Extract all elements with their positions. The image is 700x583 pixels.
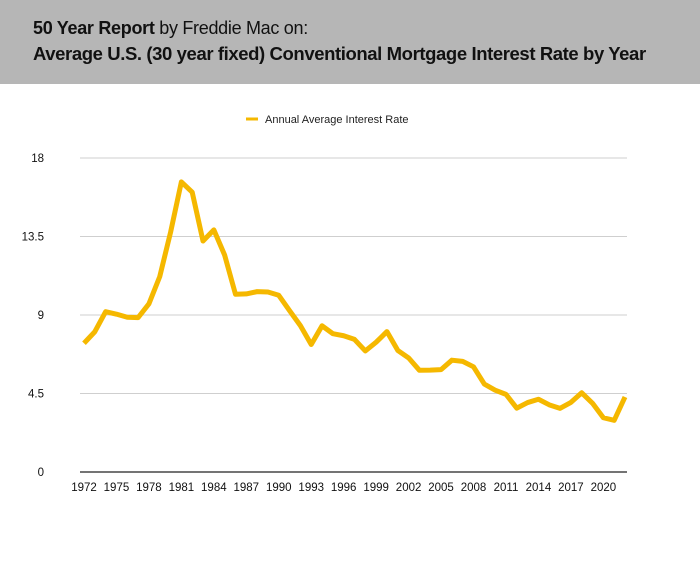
report-title: 50 Year Report by Freddie Mac on: bbox=[33, 18, 308, 39]
report-title-rest: by Freddie Mac on: bbox=[154, 18, 308, 38]
x-tick-label: 1975 bbox=[104, 482, 130, 494]
report-title-bold: 50 Year Report bbox=[33, 18, 155, 38]
y-tick-label: 9 bbox=[38, 310, 44, 322]
x-tick-label: 2011 bbox=[494, 482, 519, 494]
x-tick-label: 2020 bbox=[591, 482, 617, 494]
x-tick-label: 2017 bbox=[558, 482, 584, 494]
x-tick-label: 1993 bbox=[298, 482, 324, 494]
x-tick-label: 1978 bbox=[136, 482, 162, 494]
y-tick-label: 4.5 bbox=[28, 389, 44, 401]
y-tick-label: 0 bbox=[38, 467, 44, 479]
x-tick-label: 1999 bbox=[363, 482, 389, 494]
x-tick-label: 1990 bbox=[266, 482, 292, 494]
x-tick-label: 2008 bbox=[461, 482, 487, 494]
y-tick-label: 13.5 bbox=[22, 232, 44, 244]
x-tick-label: 1981 bbox=[169, 482, 195, 494]
x-tick-label: 2002 bbox=[396, 482, 422, 494]
x-tick-label: 1972 bbox=[71, 482, 97, 494]
x-tick-label: 1984 bbox=[201, 482, 227, 494]
x-tick-label: 1996 bbox=[331, 482, 357, 494]
x-tick-label: 1987 bbox=[234, 482, 260, 494]
x-tick-label: 2005 bbox=[428, 482, 454, 494]
x-tick-label: 2014 bbox=[526, 482, 552, 494]
series-line bbox=[82, 179, 628, 423]
legend: Annual Average Interest Rate bbox=[246, 114, 409, 126]
report-header: 50 Year Report by Freddie Mac on: Averag… bbox=[0, 0, 700, 84]
y-tick-label: 18 bbox=[31, 153, 44, 165]
chart-subtitle: Average U.S. (30 year fixed) Conventiona… bbox=[33, 43, 646, 64]
legend-label: Annual Average Interest Rate bbox=[265, 114, 409, 126]
